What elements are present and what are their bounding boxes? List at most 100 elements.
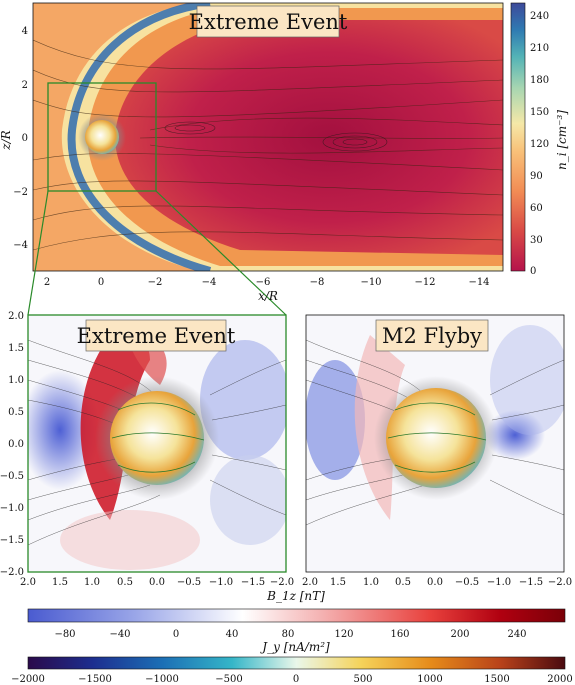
bottom-left-x-tick: 0.5 bbox=[117, 577, 133, 588]
top-field-lines bbox=[33, 39, 503, 251]
top-y-tick: 0 bbox=[22, 133, 28, 144]
jy-colorbar-tick: −40 bbox=[109, 629, 130, 640]
top-planet bbox=[85, 120, 119, 154]
bottom-y-tick: −2.0 bbox=[0, 567, 24, 578]
bottom-right-x-tick: 0.5 bbox=[395, 577, 411, 588]
b-colorbar-tick: −2000 bbox=[11, 674, 45, 685]
top-x-tick: −14 bbox=[468, 277, 489, 288]
bottom-left-x-tick: 1.0 bbox=[84, 577, 100, 588]
ni-colorbar-tick: 240 bbox=[530, 11, 549, 22]
bottom-right-x-tick: 1.0 bbox=[363, 577, 379, 588]
b-colorbar-tick: 0 bbox=[293, 674, 299, 685]
jy-colorbar-tick: 120 bbox=[334, 629, 353, 640]
top-title-box: Extreme Event bbox=[189, 5, 348, 38]
bottom-y-tick: 0.0 bbox=[8, 439, 24, 450]
b-colorbar: −2000 −1500 −1000 −500 0 500 1000 1500 2… bbox=[11, 656, 573, 685]
bottom-left-frame bbox=[27, 314, 287, 573]
b-colorbar-tick: 500 bbox=[353, 674, 372, 685]
bottom-right-x-tick: 2.0 bbox=[302, 577, 318, 588]
zoom-connector-left bbox=[27, 190, 49, 316]
top-x-ticks: 2 0 −2 −4 −6 −8 −10 −12 −14 bbox=[44, 277, 490, 288]
top-x-label: x/R bbox=[258, 289, 278, 303]
bottom-right-title: M2 Flyby bbox=[382, 324, 482, 348]
top-title: Extreme Event bbox=[189, 10, 348, 34]
top-plot-frame bbox=[32, 2, 504, 272]
zoom-connector-right bbox=[155, 190, 287, 316]
zoom-box bbox=[47, 82, 157, 192]
bottom-left-title-box: Extreme Event bbox=[77, 319, 236, 352]
top-x-tick: −10 bbox=[360, 277, 381, 288]
jy-colorbar-tick: 0 bbox=[173, 629, 179, 640]
bottom-right-planet bbox=[386, 388, 486, 488]
bottom-right-x-tick: −1.5 bbox=[519, 577, 543, 588]
top-x-tick: 2 bbox=[44, 277, 50, 288]
jy-colorbar: −80 −40 0 40 80 120 160 200 240 J_y [nA/… bbox=[27, 608, 566, 654]
bottom-y-ticks: 2.0 1.5 1.0 0.5 0.0 −0.5 −1.0 −1.5 −2.0 bbox=[0, 311, 24, 578]
bottom-right-panel bbox=[306, 315, 564, 572]
bow-shock-edge bbox=[67, 3, 212, 271]
bottom-y-tick: −1.5 bbox=[0, 535, 24, 546]
top-panel bbox=[33, 3, 503, 271]
top-y-tick: 4 bbox=[22, 26, 28, 37]
bottom-left-x-tick: 1.5 bbox=[52, 577, 68, 588]
bottom-y-tick: 1.5 bbox=[8, 343, 24, 354]
bottom-right-x-tick: −2.0 bbox=[548, 577, 572, 588]
b-colorbar-tick: −1500 bbox=[78, 674, 112, 685]
bottom-right-frame bbox=[305, 314, 565, 573]
top-x-tick: −4 bbox=[202, 277, 217, 288]
bottom-left-x-ticks: 2.0 1.5 1.0 0.5 0.0 −0.5 −1.0 −1.5 −2.0 bbox=[20, 577, 294, 588]
bottom-left-x-tick: −0.5 bbox=[177, 577, 201, 588]
b-colorbar-tick: 2000 bbox=[547, 674, 572, 685]
ni-colorbar-tick: 150 bbox=[530, 107, 549, 118]
bottom-right-x-ticks: 2.0 1.5 1.0 0.5 0.0 −0.5 −1.0 −1.5 −2.0 bbox=[302, 577, 572, 588]
ni-colorbar-tick: 60 bbox=[530, 203, 543, 214]
ni-colorbar-tick: 0 bbox=[530, 266, 536, 277]
bottom-left-planet bbox=[110, 391, 204, 485]
bottom-left-x-tick: 2.0 bbox=[20, 577, 36, 588]
top-y-tick: −4 bbox=[13, 240, 28, 251]
jy-colorbar-tick: 160 bbox=[390, 629, 409, 640]
top-x-tick: −2 bbox=[148, 277, 163, 288]
bottom-right-x-tick: 1.5 bbox=[330, 577, 346, 588]
bottom-y-tick: 2.0 bbox=[8, 311, 24, 322]
ni-colorbar-tick: 180 bbox=[530, 75, 549, 86]
b-colorbar-tick: −1000 bbox=[145, 674, 179, 685]
ni-colorbar: 240 210 180 150 120 90 60 30 0 n_i [cm⁻³… bbox=[510, 2, 569, 277]
bottom-y-tick: −1.0 bbox=[0, 503, 24, 514]
top-x-tick: −12 bbox=[414, 277, 435, 288]
bottom-x-label: B_1z [nT] bbox=[266, 589, 325, 603]
bottom-y-tick: 1.0 bbox=[8, 375, 24, 386]
ni-colorbar-label: n_i [cm⁻³] bbox=[555, 110, 569, 170]
ni-colorbar-tick: 210 bbox=[530, 43, 549, 54]
top-y-tick: 2 bbox=[22, 80, 28, 91]
jy-colorbar-tick: 80 bbox=[282, 629, 295, 640]
bottom-right-title-box: M2 Flyby bbox=[375, 319, 489, 352]
jy-colorbar-label: J_y [nA/m²] bbox=[259, 640, 330, 654]
jy-colorbar-bar bbox=[27, 608, 566, 623]
bottom-left-title: Extreme Event bbox=[77, 324, 236, 348]
b-colorbar-bar bbox=[27, 656, 566, 670]
top-loops bbox=[164, 121, 388, 152]
b-colorbar-tick: 1500 bbox=[484, 674, 509, 685]
jy-colorbar-tick: 200 bbox=[450, 629, 469, 640]
jy-colorbar-tick: −80 bbox=[54, 629, 75, 640]
jy-colorbar-tick: 240 bbox=[507, 629, 526, 640]
bottom-left-x-tick: −1.5 bbox=[241, 577, 265, 588]
bottom-right-x-tick: −1.0 bbox=[487, 577, 511, 588]
bottom-right-x-tick: −0.5 bbox=[455, 577, 479, 588]
bottom-left-x-tick: −2.0 bbox=[270, 577, 294, 588]
bottom-y-tick: 0.5 bbox=[8, 407, 24, 418]
top-x-tick: 0 bbox=[98, 277, 104, 288]
top-x-tick: −8 bbox=[310, 277, 325, 288]
top-y-ticks: 4 2 0 −2 −4 bbox=[13, 26, 28, 251]
top-x-tick: −6 bbox=[256, 277, 271, 288]
bottom-y-tick: −0.5 bbox=[0, 471, 24, 482]
bottom-right-x-tick: 0.0 bbox=[427, 577, 443, 588]
top-y-label: z/R bbox=[0, 130, 13, 150]
ni-colorbar-tick: 30 bbox=[530, 235, 543, 246]
jy-colorbar-tick: 40 bbox=[226, 629, 239, 640]
bottom-left-panel bbox=[28, 315, 286, 572]
b-colorbar-tick: 1000 bbox=[417, 674, 442, 685]
ni-colorbar-tick: 120 bbox=[530, 139, 549, 150]
